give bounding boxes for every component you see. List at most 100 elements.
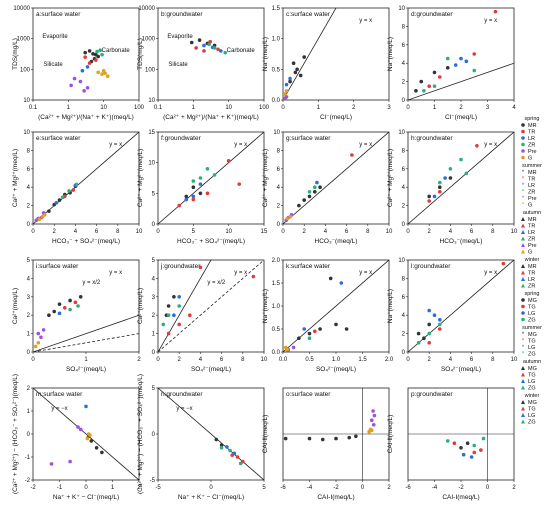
point-G [288,214,293,219]
point-MR [68,298,72,303]
point-ZR [422,89,426,93]
point-Pre [291,345,296,350]
y-tick-label: -2 [25,478,31,484]
x-tick-label: 8 [116,229,120,235]
x-tick-label: 10 [511,357,518,363]
legend-item-label: LR [528,136,535,142]
point-G [285,216,290,221]
point-MG [172,295,176,299]
point-ZR [307,336,312,341]
y-tick-label: 4 [402,61,406,67]
point-G [42,213,47,217]
y-tick-label: 10 [273,130,280,136]
legend-marker-TG [521,372,525,377]
x-tick-label: 10 [261,357,268,363]
point-MR [91,52,95,56]
x-tick-label: 2 [137,357,141,363]
legend-marker-ZR: * [522,190,525,196]
y-tick-label: 6 [402,43,406,49]
legend-item-label: TR [528,177,535,183]
reference-lines [33,314,139,352]
legend-marker-TG [521,304,525,309]
point-TR [202,49,206,53]
y-tick-label: 10 [23,130,30,136]
legend-item-label: Pre [528,243,537,249]
legend-marker-MR [521,123,525,127]
y-tick-label: 0 [152,432,156,438]
y-axis-label: Na⁺(meq/L) [262,37,269,71]
annotation: Evaporite [167,34,193,40]
point-Pre [68,459,72,464]
y-tick-label: 8 [402,276,406,282]
data-points [177,159,242,208]
x-tick-label: 4 [324,229,328,235]
point-LR [339,281,344,285]
data-points [427,144,479,203]
plot-frame [282,7,390,101]
point-MR [191,185,196,189]
legend-item-label: ZR [528,237,535,243]
y-tick-label: 8 [402,148,406,154]
x-tick-label: 0 [406,357,410,363]
panel-title: p:groundwater [411,391,453,398]
point-Pre [371,423,376,427]
point-ZR [464,171,469,176]
point-Pre [284,95,289,99]
point-LG [427,308,432,313]
point-TR [71,188,76,192]
x-tick-label: 6 [470,357,474,363]
panel-title: c:surface water [286,11,331,18]
legend-marker-TR: * [522,177,525,183]
point-TR [208,39,212,44]
y-tick-label: 3 [152,295,156,301]
point-ZG [445,439,450,443]
point-G [285,347,290,352]
point-LR [453,63,458,67]
point-MR [318,185,322,189]
point-ZR [223,50,228,55]
x-tick-label: -2 [333,485,339,491]
panel-title: n:groundwater [161,391,203,398]
point-ZG [472,443,477,448]
line-yx [408,132,514,224]
legend-item-label: G [528,250,532,256]
point-Pre [49,462,54,466]
point-Pre [369,418,374,423]
legend-marker-LG [521,413,525,417]
point-MR [89,439,94,443]
point-LG [432,313,437,318]
legend-item-label: MR [528,264,537,270]
point-TG [427,341,432,345]
x-axis-label: Cl⁻(meq/L) [320,114,352,121]
point-TR [216,47,220,52]
legend-marker-MG: * [522,332,525,338]
point-MR [334,322,338,327]
point-MR [307,194,312,199]
x-tick-label: -4 [307,485,313,491]
panel-title: i:surface water [36,263,79,270]
y-tick-label: 10 [23,98,30,104]
point-MR [96,54,100,59]
point-LG [461,452,466,457]
reference-lines [408,132,514,224]
point-ZG [438,322,442,327]
x-tick-label: 0 [209,485,213,491]
line-yx [283,8,337,100]
point-G [105,74,110,78]
point-G [101,68,106,73]
y-tick-label: 4 [402,313,406,319]
point-ZR [432,84,437,88]
x-axis-label: Cl⁻(meq/L) [445,114,477,121]
x-tick-label: 0 [406,229,410,235]
legend-item-label: TG [528,373,536,379]
point-ZR [74,182,79,187]
point-MR [347,435,352,440]
point-ZG [416,341,421,345]
legend-marker-Pre [521,243,525,247]
x-axis-label: Na⁺ + K⁺ − Cl⁻(meq/L) [53,494,119,501]
data-points [283,409,377,442]
legend-marker-ZR [521,142,525,147]
point-LR [284,82,289,87]
x-tick-label: 1 [84,357,88,363]
